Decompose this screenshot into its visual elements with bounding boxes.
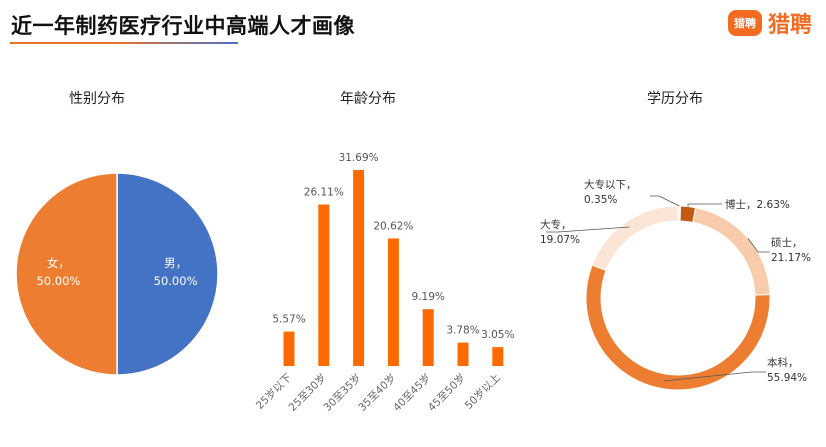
donut-label-value: 21.17% (771, 252, 811, 264)
age-bar (387, 238, 399, 366)
callout-leader-line (664, 371, 766, 382)
education-chart-title: 学历分布 (647, 91, 703, 107)
donut-label: 博士，2.63% (725, 198, 790, 211)
age-bar (422, 309, 434, 366)
donut-segment (585, 264, 771, 391)
callout-leader-line (546, 226, 630, 233)
donut-label-value: 0.35% (584, 194, 617, 206)
callout-leader-line (747, 237, 770, 253)
donut-label-name: 本科， (767, 356, 799, 369)
logo-text: 猎聘 (767, 13, 812, 38)
bar-value-label: 3.78% (446, 325, 479, 337)
donut-label-name: 大专以下， (584, 178, 637, 191)
gender-chart-title: 性别分布 (69, 91, 125, 107)
pie-label-name: 男， (164, 256, 187, 270)
donut-label-value: 19.07% (540, 234, 580, 246)
page-title: 近一年制药医疗行业中高端人才画像 (11, 14, 355, 38)
callout-leader-line (687, 203, 722, 207)
pie-label-name: 女， (47, 256, 70, 270)
donut-segment (591, 205, 679, 272)
logo-icon: 猎聘 (727, 10, 762, 36)
age-bar (283, 331, 295, 366)
bar-value-label: 5.57% (272, 314, 305, 326)
pie-slice-male (116, 172, 219, 376)
age-bar (353, 170, 365, 366)
pie-slice-female (15, 172, 118, 376)
donut-segment (677, 205, 681, 222)
title-underline (10, 42, 238, 44)
pie-label-value: 50.00% (154, 274, 198, 288)
bar-value-label: 31.69% (339, 152, 379, 164)
age-bar (492, 347, 504, 366)
callout-leader-line (650, 195, 680, 207)
bar-value-label: 26.11% (304, 187, 344, 199)
age-chart-title: 年龄分布 (340, 91, 396, 107)
donut-segment (692, 207, 771, 296)
bar-value-label: 3.05% (481, 329, 514, 341)
age-bar (318, 204, 330, 366)
age-bar (457, 342, 469, 366)
donut-label-value: 55.94% (767, 372, 807, 384)
pie-label-value: 50.00% (36, 274, 80, 288)
bar-value-label: 20.62% (373, 220, 413, 232)
liepin-logo: 猎聘 猎聘 (727, 7, 812, 39)
bar-value-label: 9.19% (412, 291, 445, 303)
donut-label-name: 硕士， (771, 236, 803, 249)
donut-label-name: 大专， (540, 218, 572, 231)
